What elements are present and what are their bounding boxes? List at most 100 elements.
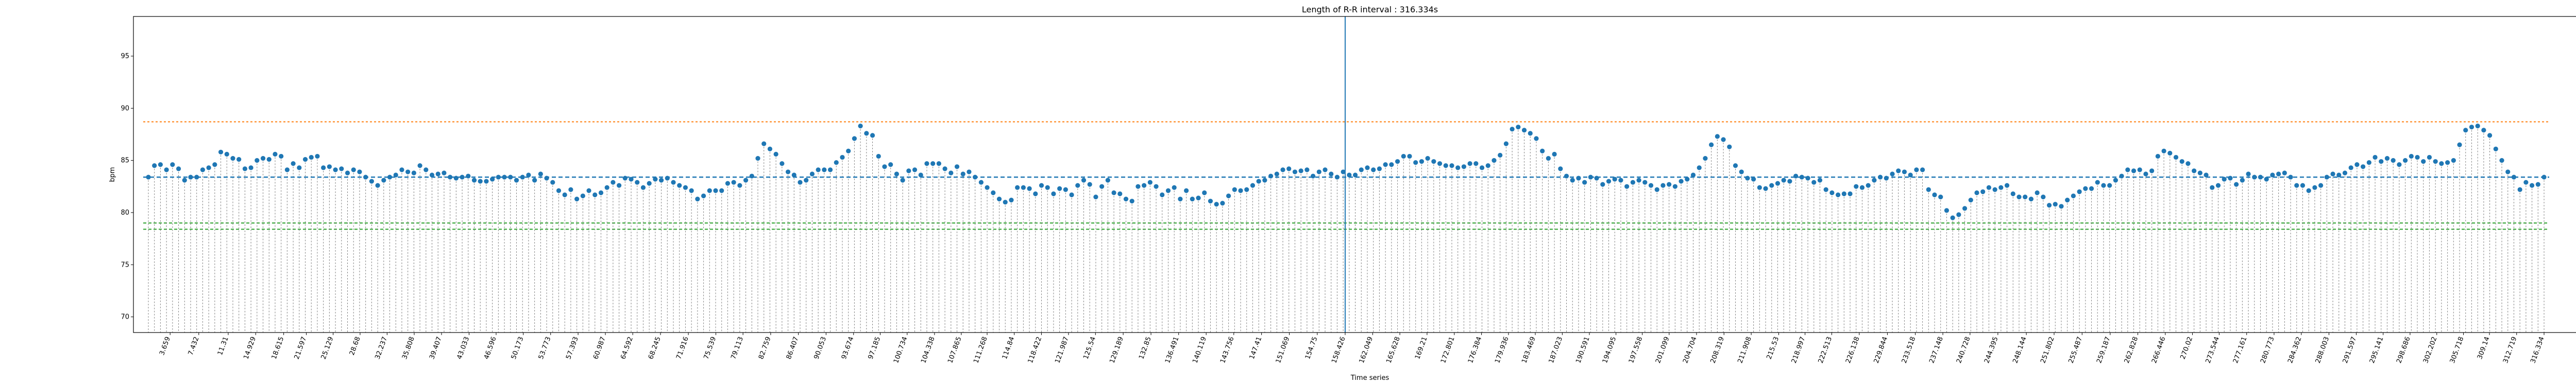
data-point: [1932, 192, 1937, 198]
data-point: [520, 174, 525, 180]
data-point: [284, 167, 290, 172]
data-point: [2234, 182, 2239, 187]
data-point: [1992, 187, 1997, 192]
chart-title: Length of R-R interval : 316.334s: [1302, 5, 1438, 14]
x-tick-label: 60.987: [592, 336, 607, 360]
data-point: [2179, 159, 2184, 164]
x-tick-label: 288.003: [2314, 336, 2331, 364]
data-point: [1570, 178, 1575, 183]
data-point: [2071, 193, 2076, 199]
data-point: [749, 173, 754, 179]
data-point: [834, 160, 839, 165]
data-point: [1304, 167, 1310, 172]
x-tick-label: 11.31: [216, 336, 230, 356]
x-tick-label: 132.85: [1138, 336, 1153, 360]
data-point: [2023, 194, 2028, 200]
data-point: [2318, 183, 2324, 188]
data-point: [1956, 212, 1961, 217]
data-point: [2300, 183, 2306, 188]
data-point: [2107, 183, 2112, 188]
data-point: [586, 188, 591, 194]
x-tick-label: 302.202: [2422, 336, 2438, 364]
data-point: [206, 165, 211, 170]
data-point: [2499, 158, 2504, 163]
data-point: [1184, 188, 1189, 194]
data-point: [1352, 172, 1358, 178]
data-point: [2475, 124, 2480, 129]
data-point: [1823, 187, 1828, 192]
data-point: [1690, 172, 1696, 178]
x-tick-label: 229.844: [1873, 336, 1889, 364]
data-point: [960, 171, 965, 177]
data-point: [448, 174, 453, 180]
data-point: [2361, 164, 2366, 169]
data-point: [731, 180, 736, 185]
data-point: [701, 193, 706, 199]
data-point: [936, 161, 941, 166]
data-point: [411, 170, 416, 176]
data-point: [2059, 204, 2064, 209]
y-axis-ticks: 70 75 80 85 90 95: [121, 53, 133, 321]
data-point: [1739, 169, 1744, 174]
data-point: [2252, 174, 2257, 180]
data-point: [1841, 191, 1846, 197]
data-point: [1877, 174, 1883, 180]
data-point: [1111, 190, 1116, 196]
data-point: [1769, 183, 1774, 188]
data-point: [369, 179, 374, 184]
data-point: [827, 167, 833, 172]
data-point: [1202, 190, 1207, 196]
data-point: [1371, 167, 1376, 172]
data-point: [640, 185, 646, 190]
data-point: [1105, 178, 1110, 183]
data-point: [1540, 148, 1545, 154]
data-point: [1576, 176, 1581, 181]
data-point: [1763, 186, 1768, 191]
data-point: [822, 167, 827, 172]
x-tick-label: 86.407: [785, 336, 801, 360]
data-point: [604, 185, 609, 190]
data-point: [1262, 178, 1267, 183]
x-tick-label: 104.338: [920, 336, 936, 364]
data-point: [785, 169, 791, 174]
x-tick-label: 111.268: [972, 336, 989, 364]
data-point: [1341, 169, 1346, 174]
x-tick-label: 255.487: [2067, 336, 2084, 364]
data-point: [1286, 166, 1292, 171]
data-point: [2469, 125, 2475, 130]
x-tick-label: 125.54: [1082, 336, 1097, 360]
data-point: [1238, 188, 1243, 194]
data-point: [1757, 185, 1762, 190]
data-point: [876, 153, 881, 159]
data-point: [526, 172, 531, 178]
data-point: [484, 179, 489, 184]
data-point: [351, 167, 356, 172]
data-point: [2384, 155, 2390, 161]
data-point: [1383, 162, 1388, 167]
data-point: [647, 181, 652, 186]
data-point: [846, 148, 851, 154]
data-point: [375, 183, 380, 188]
data-point: [2324, 174, 2329, 180]
x-tick-label: 270.02: [2179, 336, 2195, 360]
data-point: [1479, 165, 1485, 170]
data-point: [1709, 142, 1714, 147]
data-point: [417, 163, 422, 168]
data-point: [870, 133, 875, 138]
data-point: [1347, 172, 1352, 178]
x-tick-label: 64.592: [619, 336, 635, 360]
x-tick-label: 305.718: [2449, 336, 2465, 364]
lower-threshold-lines: [143, 222, 2549, 230]
data-point: [2125, 167, 2130, 172]
data-point: [1890, 171, 1895, 177]
data-point: [840, 154, 845, 160]
data-point: [773, 151, 778, 157]
data-point: [2192, 168, 2197, 173]
x-tick-label: 298.686: [2395, 336, 2412, 364]
data-point: [1902, 169, 1907, 174]
data-point: [508, 174, 513, 180]
data-point: [273, 151, 278, 157]
data-point: [1805, 176, 1810, 181]
data-point: [2131, 168, 2137, 173]
data-point: [2035, 190, 2040, 196]
